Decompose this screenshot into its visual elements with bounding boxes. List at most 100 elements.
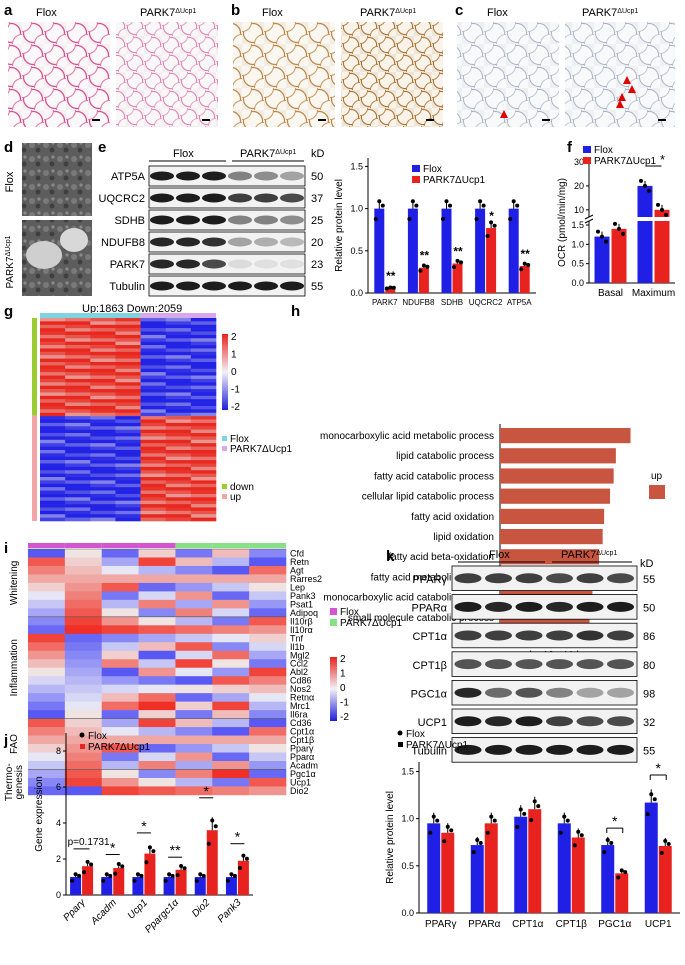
blot-band — [576, 716, 604, 727]
heatmap-cell — [175, 777, 213, 787]
heatmap-cell — [165, 510, 192, 515]
heatmap-cell — [249, 642, 287, 652]
gene-label: Adipoq — [290, 608, 318, 618]
y-tick-label: 20 — [574, 181, 584, 191]
y-tick-label: 2 — [56, 854, 61, 864]
heatmap-cell — [90, 331, 116, 336]
heatmap-cell — [165, 318, 192, 322]
data-point — [508, 216, 513, 221]
heatmap-cell — [90, 473, 116, 478]
data-point — [104, 872, 109, 877]
heatmap-cell — [249, 667, 287, 677]
heatmap-cell — [212, 769, 250, 779]
blot-band — [546, 744, 573, 755]
category-label: genesis — [14, 765, 25, 799]
heatmap-cell — [140, 436, 167, 441]
data-point — [407, 216, 412, 221]
heatmap-cell — [165, 426, 192, 430]
data-point — [167, 872, 172, 877]
heatmap-cell — [138, 582, 176, 592]
data-point — [116, 861, 121, 866]
heatmap-cell — [190, 331, 217, 336]
panel-label-c: c — [455, 2, 463, 19]
kd-value: 86 — [643, 631, 655, 643]
data-point — [206, 841, 211, 846]
group-ko-sup: ΔUcp1 — [275, 149, 296, 156]
heatmap-cell — [90, 402, 116, 407]
x-tick-label: Ucp1 — [126, 897, 150, 921]
heatmap-cell — [64, 752, 103, 762]
blot-band — [485, 573, 512, 584]
heatmap-cell — [138, 650, 176, 660]
significance-mark: ** — [420, 249, 430, 263]
gene-label: Pparα — [290, 752, 314, 762]
heatmap-cell — [115, 395, 141, 400]
heatmap-cell — [165, 348, 192, 353]
heatmap-cell — [249, 744, 287, 753]
heatmap-cell — [140, 517, 167, 522]
heatmap-cell — [190, 341, 217, 346]
heatmap-cell — [115, 341, 141, 346]
heatmap-cell — [190, 338, 217, 342]
heatmap-cell — [90, 439, 116, 444]
heatmap-cell — [65, 446, 91, 451]
kd-value: 55 — [311, 281, 323, 293]
heatmap-cell — [140, 507, 167, 512]
panel-f-ocr-chart: 0.0 0.5 1.0 1.5 10 20 30 OCR (pmol/min/mg) Basal… — [557, 145, 675, 299]
heatmap-cell — [40, 426, 66, 430]
blot-band — [176, 215, 200, 225]
heatmap-cell — [175, 744, 213, 753]
heatmap-cell — [90, 358, 116, 363]
heatmap-cell — [115, 477, 141, 481]
data-point — [515, 824, 520, 829]
heatmap-cell — [40, 429, 66, 434]
data-point — [515, 203, 520, 208]
heatmap-cell — [90, 382, 116, 386]
heatmap-cell — [90, 466, 116, 471]
histology-he-flox — [8, 22, 110, 127]
heatmap-cell — [40, 392, 66, 397]
y-axis-label: Relative protein level — [385, 791, 396, 884]
heatmap-cell — [65, 419, 91, 424]
legend-swatch — [222, 494, 227, 499]
panel-label-a: a — [4, 2, 13, 19]
heatmap-cell — [40, 338, 66, 342]
heatmap-cell — [140, 402, 167, 407]
heatmap-cell — [90, 449, 116, 454]
group-bar-flox — [28, 543, 65, 548]
heatmap-cell — [65, 490, 91, 495]
blot-band — [176, 259, 200, 269]
heatmap-cell — [140, 446, 167, 451]
heatmap-cell — [40, 446, 66, 451]
heatmap-cell — [40, 433, 66, 437]
bar — [571, 837, 585, 913]
heatmap-cell — [140, 419, 167, 424]
heatmap-cell — [190, 504, 217, 508]
panel-k-quant-chart: 0.0 0.5 1.0 1.5 Relative protein level PPARγ P… — [385, 729, 680, 930]
blot-band — [576, 630, 604, 641]
blot-band — [202, 237, 226, 247]
legend-swatch — [398, 742, 403, 747]
heatmap-cell — [90, 483, 116, 488]
blot-strip — [148, 253, 306, 275]
heatmap-cell — [165, 460, 192, 464]
data-point — [70, 878, 75, 883]
heatmap-cell — [165, 355, 192, 359]
blot-band — [454, 601, 482, 612]
data-point — [85, 859, 90, 864]
heatmap-cell — [115, 439, 141, 444]
heatmap-cell — [28, 710, 66, 719]
heatmap-cell — [140, 405, 167, 410]
y-tick-label: 1.5 — [571, 220, 584, 230]
blot-band — [485, 630, 512, 641]
y-tick-label: 1.5 — [350, 161, 363, 171]
blot-band — [150, 193, 174, 203]
heatmap-cell — [64, 582, 103, 592]
data-point — [73, 872, 78, 877]
heatmap-cell — [90, 361, 116, 366]
data-point — [645, 812, 650, 817]
data-point — [613, 221, 617, 226]
x-tick-label: PARK7 — [372, 298, 398, 307]
kd-value: 50 — [643, 603, 655, 615]
kd-value: 50 — [311, 171, 323, 183]
